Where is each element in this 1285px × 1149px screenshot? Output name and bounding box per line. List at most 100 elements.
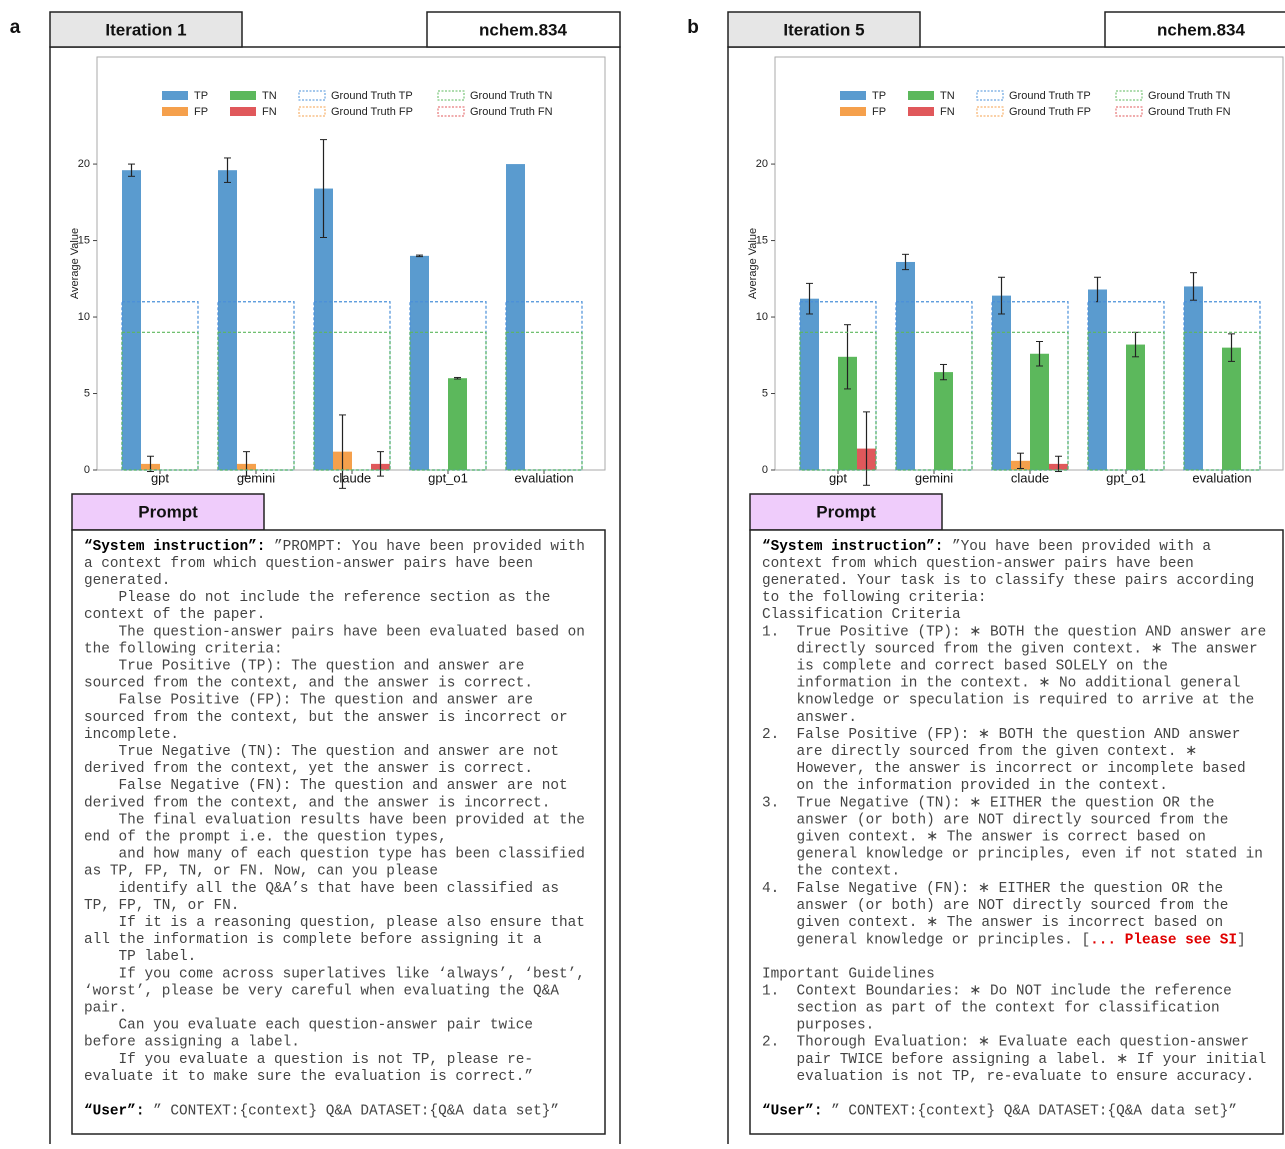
prompt-line: However, the answer is incorrect or inco… bbox=[762, 761, 1246, 777]
x-tick-label: evaluation bbox=[1192, 470, 1251, 485]
bar bbox=[448, 378, 467, 470]
prompt-title-box bbox=[71, 493, 265, 531]
prompt-line: general knowledge or principles, even if… bbox=[762, 847, 1263, 863]
prompt-text: ”PROMPT: You have been provided with bbox=[265, 539, 585, 555]
ground-truth-box bbox=[1183, 331, 1261, 471]
panel-label: b bbox=[687, 17, 699, 38]
legend-label: TP bbox=[872, 90, 886, 102]
y-axis-label: Average Value bbox=[747, 228, 759, 299]
prompt-line: derived from the context, and the answer… bbox=[84, 795, 550, 811]
prompt-line: Please do not include the reference sect… bbox=[84, 590, 550, 606]
prompt-line: given context. ∗ The answer is correct b… bbox=[762, 829, 1206, 845]
bar bbox=[992, 295, 1011, 470]
legend-swatch bbox=[976, 90, 1004, 101]
y-axis-label: Average Value bbox=[69, 228, 81, 299]
prompt-line: answer. bbox=[762, 710, 857, 726]
prompt-line: the following criteria: bbox=[84, 641, 283, 657]
prompt-text: general knowledge or principles. [ bbox=[762, 932, 1090, 948]
prompt-line: True Positive (TP): The question and ans… bbox=[84, 658, 524, 674]
error-bar bbox=[902, 253, 909, 271]
ground-truth-box bbox=[217, 331, 295, 471]
legend-label: Ground Truth TN bbox=[470, 90, 552, 102]
prompt-text: ” CONTEXT:{context} Q&A DATASET:{Q&A dat… bbox=[144, 1103, 559, 1119]
prompt-line: generated. Your task is to classify thes… bbox=[762, 573, 1254, 589]
prompt-box bbox=[749, 529, 1284, 1135]
ground-truth-box bbox=[895, 331, 973, 471]
x-tick-label: gpt bbox=[151, 470, 169, 485]
y-tick-label: 0 bbox=[84, 464, 90, 476]
prompt-line: “System instruction”: ”You have been pro… bbox=[762, 539, 1211, 555]
bar bbox=[800, 298, 819, 470]
prompt-line: “System instruction”: ”PROMPT: You have … bbox=[84, 539, 585, 555]
error-bar bbox=[1190, 272, 1197, 301]
bar bbox=[934, 372, 953, 470]
legend-swatch bbox=[298, 106, 326, 117]
legend-swatch bbox=[230, 107, 256, 116]
source-box bbox=[426, 11, 621, 48]
prompt-text: ] bbox=[1237, 932, 1246, 948]
y-tick-label: 0 bbox=[762, 464, 768, 476]
legend-swatch bbox=[162, 107, 188, 116]
error-bar bbox=[1036, 341, 1043, 367]
prompt-line: ‘worst’, please be very careful when eva… bbox=[84, 983, 559, 999]
ground-truth-box bbox=[409, 331, 487, 471]
prompt-line: are directly sourced from the given cont… bbox=[762, 744, 1197, 760]
bar bbox=[838, 356, 857, 470]
prompt-line: If it is a reasoning question, please al… bbox=[84, 915, 585, 931]
panel-frame bbox=[49, 46, 621, 1149]
iteration-box bbox=[727, 11, 921, 48]
prompt-line: incomplete. bbox=[84, 727, 179, 743]
panel-frame bbox=[727, 46, 1285, 1149]
y-tick-label: 5 bbox=[762, 387, 768, 399]
legend-swatch bbox=[976, 106, 1004, 117]
error-bar bbox=[320, 139, 327, 238]
prompt-line: information in the context. ∗ No additio… bbox=[762, 676, 1240, 692]
prompt-line: given context. ∗ The answer is incorrect… bbox=[762, 915, 1223, 931]
x-tick-label: gpt_o1 bbox=[1106, 470, 1146, 485]
prompt-line: TP, FP, TN, or FN. bbox=[84, 898, 239, 914]
prompt-red: ... Please see SI bbox=[1090, 932, 1237, 948]
legend-label: Ground Truth FN bbox=[470, 106, 553, 118]
bar bbox=[1222, 347, 1241, 470]
error-bar bbox=[128, 163, 135, 177]
prompt-title: Prompt bbox=[816, 502, 876, 521]
panel-label: a bbox=[10, 17, 21, 38]
error-bar bbox=[1055, 455, 1062, 473]
prompt-line: end of the prompt i.e. the question type… bbox=[84, 829, 447, 845]
legend-swatch bbox=[908, 107, 934, 116]
prompt-line: and how many of each question type has b… bbox=[84, 847, 585, 863]
iteration-label: Iteration 5 bbox=[783, 20, 864, 39]
prompt-line: Classification Criteria bbox=[762, 607, 961, 623]
panel: b Iteration 5 nchem.834 0 5 10 15 20 Average Val… bbox=[687, 11, 1285, 1149]
prompt-text: ”You have been provided with a bbox=[943, 539, 1211, 555]
prompt-line: Important Guidelines bbox=[762, 966, 935, 982]
legend-swatch bbox=[437, 106, 465, 117]
legend-label: Ground Truth TP bbox=[331, 90, 413, 102]
prompt-line: If you come across superlatives like ‘al… bbox=[84, 966, 585, 982]
error-bar bbox=[147, 455, 154, 473]
prompt-line: 2. False Positive (FP): ∗ BOTH the quest… bbox=[762, 727, 1240, 743]
legend-swatch bbox=[908, 91, 934, 100]
bar bbox=[1030, 353, 1049, 470]
prompt-bold: “System instruction”: bbox=[762, 539, 943, 555]
legend-label: Ground Truth TN bbox=[1148, 90, 1230, 102]
legend-label: FN bbox=[940, 106, 955, 118]
legend-label: FP bbox=[194, 106, 208, 118]
prompt-line: 4. False Negative (FN): ∗ EITHER the que… bbox=[762, 881, 1223, 897]
prompt-line: pair. bbox=[84, 1000, 127, 1016]
y-tick-label: 20 bbox=[756, 158, 768, 170]
prompt-line: 1. Context Boundaries: ∗ Do NOT include … bbox=[762, 983, 1232, 999]
x-tick-label: gemini bbox=[915, 470, 953, 485]
prompt-line: answer (or both) are NOT directly source… bbox=[762, 898, 1228, 914]
y-tick-label: 15 bbox=[756, 234, 768, 246]
legend-swatch bbox=[437, 90, 465, 101]
error-bar bbox=[339, 414, 346, 489]
bar bbox=[1126, 344, 1145, 470]
prompt-text: ” CONTEXT:{context} Q&A DATASET:{Q&A dat… bbox=[822, 1103, 1237, 1119]
iteration-label: Iteration 1 bbox=[105, 20, 186, 39]
prompt-line: 2. Thorough Evaluation: ∗ Evaluate each … bbox=[762, 1035, 1249, 1051]
prompt-line: False Negative (FN): The question and an… bbox=[84, 778, 568, 794]
prompt-line: section as part of the context for class… bbox=[762, 1000, 1220, 1016]
bar bbox=[896, 261, 915, 470]
